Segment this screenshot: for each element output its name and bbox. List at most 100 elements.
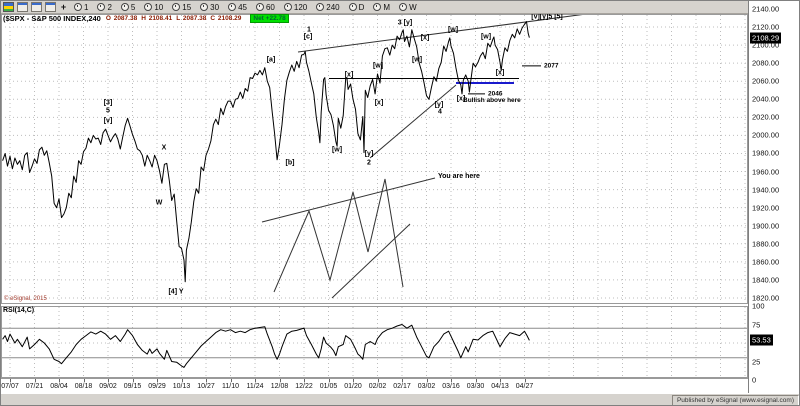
clock-icon	[74, 3, 82, 11]
rsi-axis-label: 75	[752, 320, 761, 329]
elliott-wave-label: [w]	[447, 26, 459, 34]
interval-button-120[interactable]: 120	[281, 2, 310, 13]
bullish-above-here-annotation: Bullish above here	[463, 97, 521, 104]
interval-button-45[interactable]: 45	[225, 2, 250, 13]
status-bar: Published by eSignal (www.esignal.com)	[1, 393, 799, 405]
date-tick	[59, 379, 60, 382]
date-tick	[206, 379, 207, 382]
date-label: 07/07	[1, 383, 19, 390]
date-tick	[132, 379, 134, 382]
elliott-wave-label: [x]	[344, 71, 354, 79]
interval-label: 45	[238, 2, 247, 12]
interval-label: 5	[130, 2, 136, 12]
elliott-wave-label: [y]	[364, 150, 374, 158]
interval-label: 10	[154, 2, 164, 12]
elliott-wave-label: 5	[106, 107, 110, 115]
level-2077-label: 2077	[544, 62, 559, 70]
interval-label: 60	[265, 2, 275, 12]
interval-label: 240	[326, 2, 340, 12]
rsi-axis-label: 100	[752, 301, 765, 311]
price-panel-border	[1, 14, 748, 304]
date-tick	[279, 379, 281, 382]
date-label: 08/18	[74, 383, 93, 390]
date-tick	[157, 379, 158, 382]
elliott-wave-label: [x]	[495, 69, 505, 77]
elliott-wave-label: 2	[367, 159, 371, 167]
clock-icon	[316, 3, 325, 11]
date-tick	[328, 379, 330, 382]
price-axis-label: 1940.00	[752, 185, 780, 195]
symbol-title: ($SPX - S&P 500 INDEX,240	[3, 14, 101, 23]
price-axis-label: 2000.00	[752, 130, 780, 140]
date-label: 08/04	[50, 383, 68, 390]
interval-button-240[interactable]: 240	[313, 2, 342, 13]
date-tick	[524, 379, 526, 382]
interval-button-M[interactable]: M	[370, 2, 393, 13]
price-axis-label: 1860.00	[752, 257, 780, 267]
date-label: 11/24	[246, 383, 264, 390]
date-label: 04/27	[515, 383, 534, 390]
date-label: 07/21	[25, 383, 44, 390]
clock-icon	[283, 3, 292, 11]
you-are-here-annotation: You are here	[438, 173, 480, 180]
date-label: 04/13	[491, 383, 509, 390]
date-label: 12/22	[295, 383, 313, 390]
date-label: 02/02	[368, 383, 387, 390]
interval-label: 30	[210, 2, 220, 12]
clock-icon	[172, 3, 181, 11]
interval-label: 15	[182, 2, 192, 12]
level-2046-label: 2046	[488, 90, 503, 98]
date-label: 01/20	[344, 383, 362, 390]
window-properties-icon[interactable]	[45, 2, 56, 12]
elliott-wave-label: [x]	[374, 99, 384, 107]
date-label: 12/08	[270, 383, 289, 390]
chart-thumbnail-icon[interactable]	[3, 2, 14, 12]
date-tick	[255, 379, 256, 382]
elliott-wave-label: 3 [y]	[397, 19, 413, 27]
interval-label: 1	[84, 2, 89, 12]
elliott-wave-label: [v][y]5 [5]	[531, 13, 563, 21]
price-axis-label: 2100.00	[752, 40, 780, 50]
date-tick	[500, 379, 501, 382]
toolbar: +1 2 5 10 15 30 45 60 120 240 D M W	[1, 1, 748, 14]
new-window-icon[interactable]	[17, 2, 28, 12]
price-axis[interactable]: 2140.00 2120.00 2100.00 2080.00 2060.00 2040.…	[748, 1, 799, 393]
wave-2-4-trendline	[369, 84, 457, 159]
date-label: 11/10	[222, 383, 239, 390]
interval-button-30[interactable]: 30	[197, 2, 222, 13]
ohlc-readout: O 2087.38 H 2108.41 L 2087.38 C 2108.29	[106, 15, 246, 22]
date-axis[interactable]: 07/07 07/21 08/04 08/18 09/02 09/15 09/29 10/13…	[1, 378, 748, 393]
elliott-wave-label: 1	[307, 26, 311, 34]
clock-icon	[200, 3, 209, 11]
interval-button-60[interactable]: 60	[253, 2, 278, 13]
interval-button-5[interactable]: 5	[118, 2, 138, 13]
interval-label: W	[409, 2, 417, 12]
rsi-value-badge: 53.53	[750, 334, 773, 346]
schematic-zigzag	[273, 178, 404, 293]
interval-button-W[interactable]: W	[396, 2, 420, 13]
date-tick	[34, 379, 36, 382]
ohlc-field-c: C 2108.29	[210, 15, 242, 22]
price-axis-label: 1840.00	[752, 275, 780, 285]
clock-icon	[97, 3, 106, 11]
net-change-badge: Net +22.78	[250, 14, 289, 23]
interval-button-1[interactable]: 1	[71, 2, 91, 13]
date-tick	[377, 379, 379, 382]
interval-button-10[interactable]: 10	[141, 2, 166, 13]
rsi-line-series	[2, 324, 530, 368]
elliott-wave-label: [a]	[266, 56, 276, 64]
interval-button-15[interactable]: 15	[169, 2, 194, 13]
duplicate-window-icon[interactable]	[31, 2, 42, 12]
interval-button-D[interactable]: D	[346, 2, 368, 13]
interval-label: M	[383, 2, 391, 12]
date-tick	[451, 379, 452, 382]
esignal-watermark: © eSignal, 2015	[4, 296, 47, 302]
crosshair-tool-icon[interactable]: +	[60, 2, 67, 12]
date-tick	[181, 379, 183, 382]
interval-label: D	[358, 2, 365, 12]
price-axis-label: 2020.00	[752, 112, 780, 122]
clock-icon	[399, 3, 408, 11]
interval-button-2[interactable]: 2	[94, 2, 114, 13]
